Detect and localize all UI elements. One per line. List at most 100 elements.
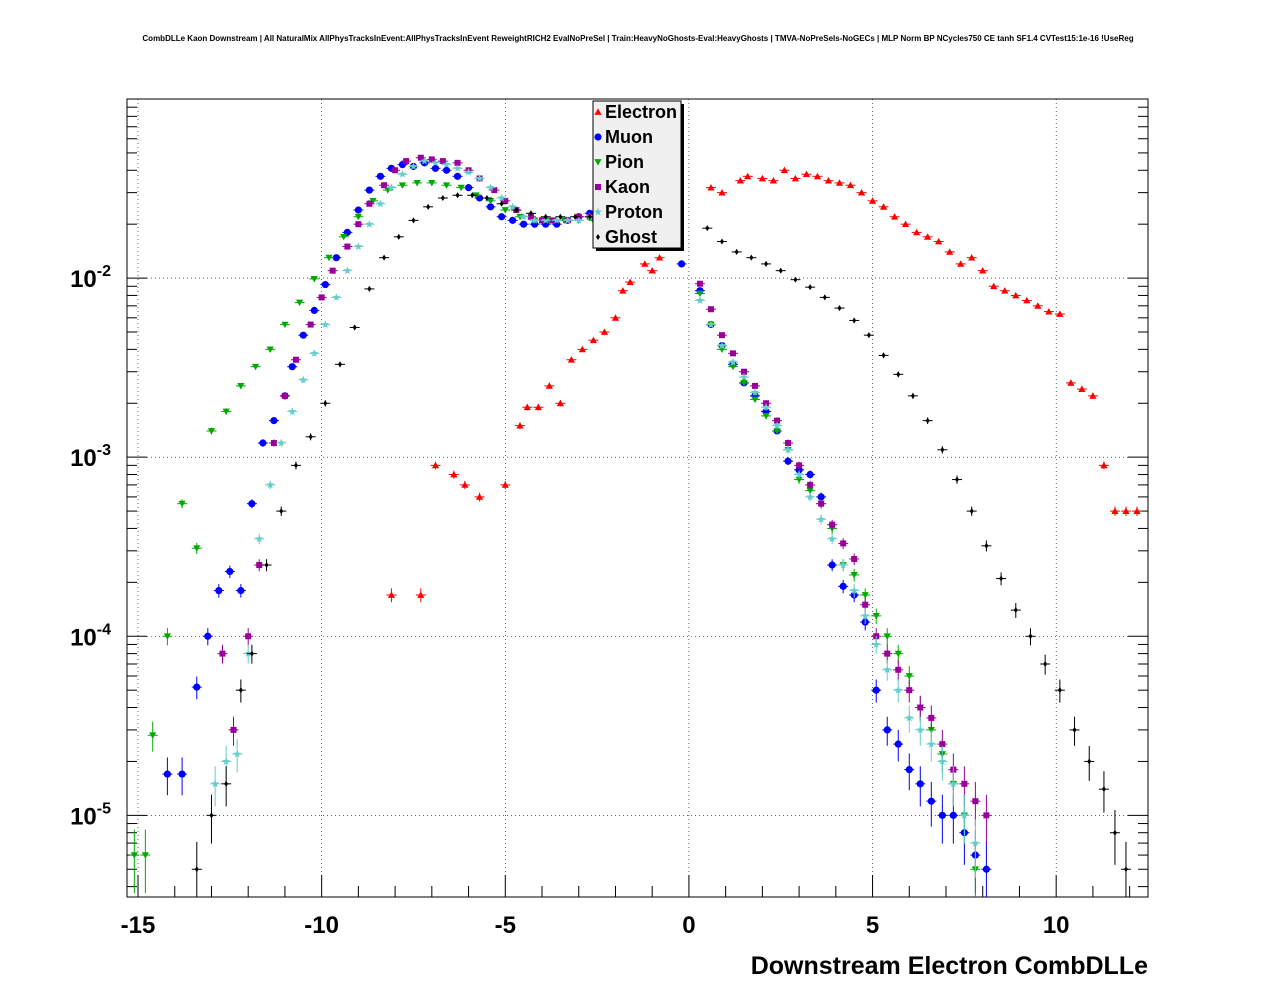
legend-entry-pion: Pion bbox=[605, 152, 644, 172]
data-point bbox=[281, 321, 289, 329]
data-point bbox=[502, 197, 509, 204]
data-point bbox=[857, 189, 866, 196]
data-point bbox=[1057, 687, 1062, 694]
data-point bbox=[938, 811, 946, 819]
data-point bbox=[758, 174, 766, 182]
data-point bbox=[785, 439, 792, 446]
data-point bbox=[1045, 307, 1053, 315]
data-point bbox=[828, 534, 837, 543]
data-point bbox=[417, 154, 424, 161]
data-point bbox=[883, 726, 891, 734]
data-point bbox=[961, 780, 968, 787]
data-point bbox=[822, 294, 827, 301]
data-point bbox=[946, 248, 954, 255]
data-point bbox=[454, 159, 461, 166]
data-point bbox=[902, 220, 910, 228]
x-tick-label: -10 bbox=[304, 912, 339, 939]
data-point bbox=[910, 392, 915, 399]
data-point bbox=[219, 650, 226, 657]
data-point bbox=[883, 665, 892, 674]
data-point bbox=[428, 180, 436, 187]
y-tick-label: 10-3 bbox=[70, 442, 111, 472]
data-point bbox=[329, 267, 336, 274]
data-point bbox=[773, 428, 781, 435]
data-point bbox=[344, 243, 351, 250]
data-point bbox=[376, 199, 385, 208]
data-point bbox=[1122, 507, 1130, 514]
data-point bbox=[916, 725, 925, 734]
data-point bbox=[266, 346, 274, 353]
data-point bbox=[396, 233, 401, 240]
data-point bbox=[796, 462, 803, 469]
data-point bbox=[852, 317, 857, 324]
data-point bbox=[774, 417, 781, 424]
x-tick-label: -5 bbox=[495, 912, 516, 939]
data-point bbox=[431, 158, 440, 167]
data-point bbox=[338, 361, 343, 368]
data-point bbox=[556, 399, 564, 407]
data-point bbox=[501, 207, 509, 214]
data-point bbox=[332, 254, 340, 262]
data-point bbox=[563, 216, 572, 224]
data-point bbox=[470, 192, 475, 199]
data-point bbox=[211, 779, 220, 788]
data-point bbox=[894, 740, 902, 748]
data-point bbox=[872, 686, 880, 694]
data-point bbox=[270, 439, 277, 446]
data-point bbox=[784, 445, 793, 454]
data-point bbox=[530, 216, 539, 224]
data-point bbox=[894, 685, 903, 694]
y-tick-label: 10-5 bbox=[70, 800, 111, 830]
data-point bbox=[840, 540, 847, 547]
data-point bbox=[224, 780, 229, 787]
data-point bbox=[369, 197, 377, 205]
data-point bbox=[641, 260, 649, 267]
data-point bbox=[293, 462, 298, 469]
x-axis-label: Downstream Electron CombDLLe bbox=[751, 952, 1148, 980]
data-point bbox=[439, 158, 446, 165]
data-point bbox=[578, 345, 587, 353]
data-point bbox=[292, 356, 299, 363]
data-point bbox=[367, 285, 372, 292]
data-point bbox=[266, 480, 275, 489]
data-point bbox=[587, 213, 592, 220]
data-point bbox=[455, 192, 460, 199]
data-point bbox=[222, 757, 231, 765]
data-point bbox=[778, 267, 783, 274]
data-point bbox=[818, 500, 825, 507]
data-point bbox=[403, 158, 410, 165]
data-point bbox=[365, 219, 374, 228]
legend-entry-ghost: Ghost bbox=[605, 227, 657, 247]
data-point bbox=[277, 438, 286, 447]
legend-marker bbox=[594, 108, 602, 115]
data-point bbox=[1056, 310, 1064, 317]
data-point bbox=[917, 704, 924, 711]
data-point bbox=[780, 166, 789, 174]
data-point bbox=[851, 556, 858, 563]
legend-box bbox=[592, 100, 682, 249]
data-point bbox=[791, 174, 800, 182]
data-point bbox=[1067, 379, 1075, 386]
data-point bbox=[545, 382, 553, 389]
data-point bbox=[387, 591, 396, 598]
series-electron bbox=[386, 166, 1142, 603]
series-ghost bbox=[191, 192, 1131, 897]
data-point bbox=[409, 162, 418, 170]
data-point bbox=[1012, 291, 1020, 299]
data-point bbox=[905, 766, 913, 774]
data-point bbox=[999, 575, 1004, 582]
data-point bbox=[207, 428, 216, 435]
data-point bbox=[706, 320, 715, 328]
data-point bbox=[883, 633, 891, 640]
data-point bbox=[795, 470, 804, 478]
data-point bbox=[872, 612, 880, 620]
data-point bbox=[729, 350, 736, 357]
data-point bbox=[611, 314, 620, 321]
data-point bbox=[209, 812, 214, 819]
axis-ticks bbox=[127, 98, 1148, 897]
data-point bbox=[881, 352, 886, 359]
data-point bbox=[381, 182, 388, 189]
data-point bbox=[861, 611, 870, 620]
data-point bbox=[718, 332, 725, 339]
